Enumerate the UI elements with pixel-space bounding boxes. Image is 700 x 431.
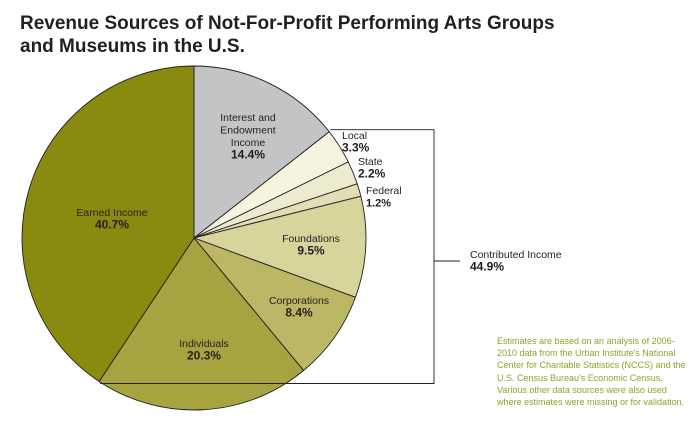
- chart-title-line-1: Revenue Sources of Not-For-Profit Perfor…: [20, 13, 555, 34]
- pie-slice-earned-income: [21, 65, 195, 382]
- chart-title: Revenue Sources of Not-For-Profit Perfor…: [20, 12, 555, 58]
- contributed-income-label: Contributed Income 44.9%: [470, 249, 562, 274]
- slice-label-interest-and-endowment-income: Interest and Endowment Income 14.4%: [220, 112, 276, 162]
- source-note: Estimates are based on an analysis of 20…: [497, 336, 686, 408]
- pie-slice-interest-and-endowment-income: [193, 65, 330, 239]
- pie-slice-corporations: [193, 237, 356, 371]
- slice-label-earned-income: Earned Income 40.7%: [76, 207, 147, 232]
- slice-label-federal: Federal 1.2%: [366, 185, 402, 210]
- slice-label-foundations: Foundations 9.5%: [282, 233, 340, 258]
- chart-title-line-2: and Museums in the U.S.: [20, 36, 245, 57]
- slice-label-individuals: Individuals 20.3%: [179, 338, 229, 363]
- slice-label-corporations: Corporations 8.4%: [269, 295, 329, 320]
- slice-label-local: Local 3.3%: [342, 130, 370, 155]
- pie-slice-foundations: [193, 195, 367, 298]
- slice-label-state: State 2.2%: [358, 156, 386, 181]
- contributed-income-bracket: [100, 129, 460, 384]
